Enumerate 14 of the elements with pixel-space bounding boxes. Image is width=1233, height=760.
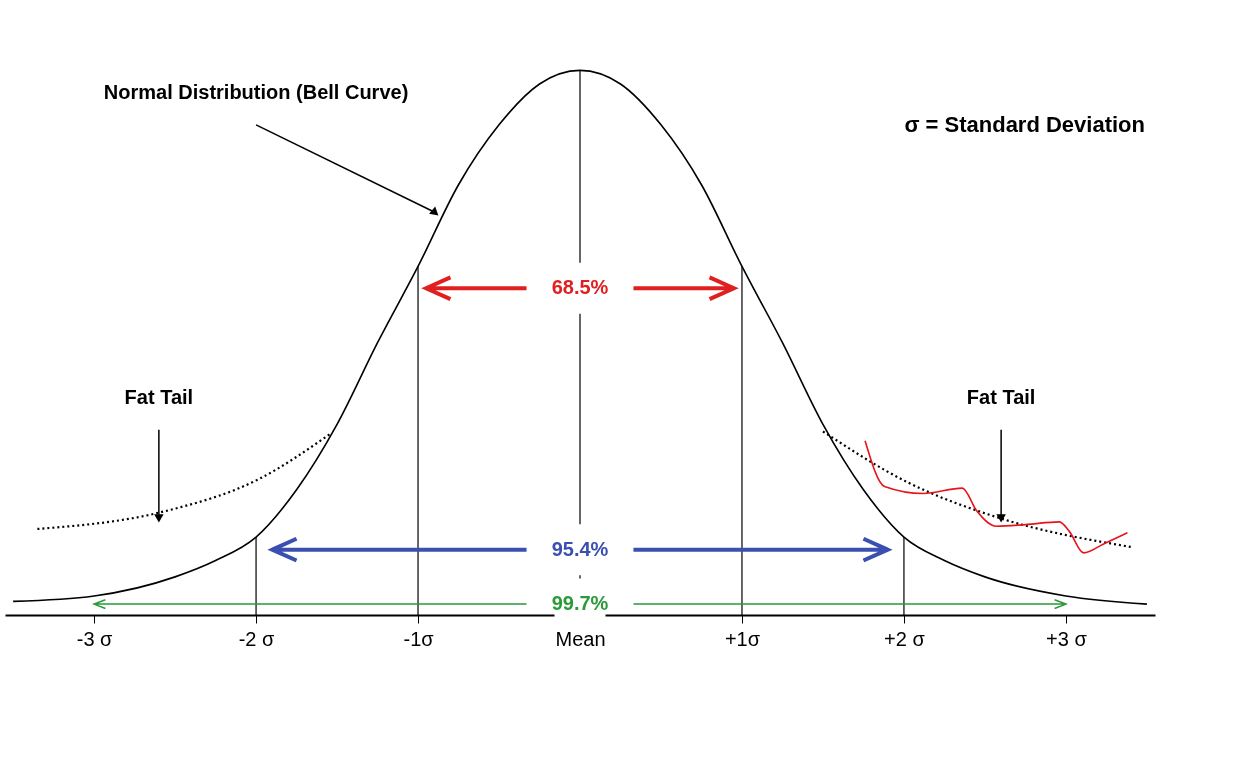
annotation: 68.5% xyxy=(551,276,609,299)
annotation: Fat Tail xyxy=(966,386,1036,409)
annotation: σ = Standard Deviation xyxy=(904,112,1145,137)
x-tick-label: +3 σ xyxy=(1046,627,1088,650)
x-tick-label: -2 σ xyxy=(238,627,276,650)
x-tick-label: +2 σ xyxy=(884,627,926,650)
x-tick-label: Mean xyxy=(555,627,606,650)
x-tick-label: +1σ xyxy=(724,627,761,650)
annotation: 99.7% xyxy=(551,592,609,615)
annotation: 95.4% xyxy=(551,537,609,560)
x-tick-label: -3 σ xyxy=(76,627,114,650)
annotation: Normal Distribution (Bell Curve) xyxy=(103,81,409,104)
x-tick-label: -1σ xyxy=(403,627,435,650)
annotation: Fat Tail xyxy=(124,386,194,409)
